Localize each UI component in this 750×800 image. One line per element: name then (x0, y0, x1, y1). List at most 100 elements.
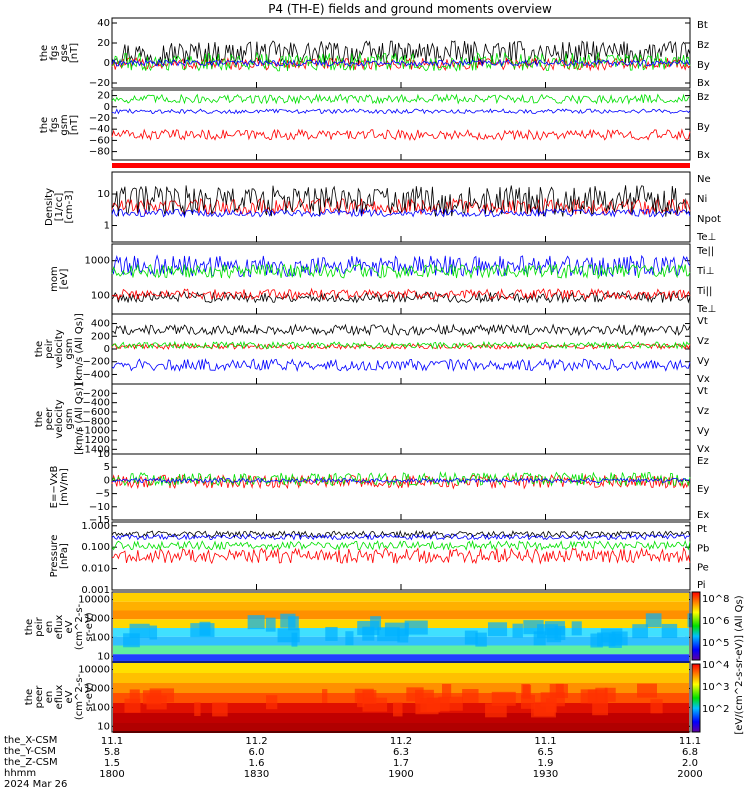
peer-en-eflux-ylabel-0: the (24, 689, 35, 705)
peer-velocity-legend-0: Vt (697, 386, 708, 397)
fgs-gse-legend-0: Bt (697, 20, 708, 31)
peir-en-eflux-cell-21 (325, 626, 338, 641)
fgs-gse-series-3 (111, 58, 691, 68)
peir-velocity-legend-0: Vt (697, 316, 708, 327)
fgs-gse-frame (111, 17, 691, 89)
peir-en-eflux-band-2 (113, 610, 689, 620)
peer-en-eflux-ylabel-4: eV (64, 690, 75, 703)
peer-en-eflux-cell-22 (212, 702, 228, 717)
peer-velocity-ylabel-0: the (34, 411, 45, 427)
peir-en-eflux-ylabel-5: (cm^2-s- (74, 603, 85, 650)
peir-en-eflux-cell-19 (265, 617, 276, 632)
peer-en-eflux-yticklabel-1: 1000 (85, 683, 110, 694)
peer-velocity-legend-1: Vz (697, 406, 709, 417)
peer-en-eflux-band-6 (113, 723, 689, 733)
efield-ylabel-1: [mV/m] (59, 468, 70, 506)
fgs-gsm-yticklabel-1: 0 (104, 102, 110, 113)
density-series-0 (111, 197, 691, 216)
peer-en-eflux-ylabel-5: (cm^2-s- (74, 673, 85, 720)
fgs-gsm-ylabel-3: [nT] (69, 115, 80, 135)
fgs-gsm-legend-2: Bx (697, 150, 710, 161)
peer-en-eflux-cell-20 (393, 702, 403, 717)
temperature-ylabel-1: [eV] (59, 269, 70, 290)
peer-velocity-legend-3: Vx (697, 444, 710, 455)
peir-en-eflux-ylabel-3: eflux (54, 615, 65, 640)
peir-velocity-frame (111, 313, 691, 385)
xaxis-value-2-0: 1.5 (104, 758, 120, 769)
peer-en-eflux-cell-4 (595, 687, 608, 702)
xaxis-value-1-3: 6.5 (538, 747, 554, 758)
colorbar-tick-5: 10^2 (702, 704, 729, 715)
efield-legend-2: Ex (697, 510, 709, 521)
pressure-legend-2: Pe (697, 563, 709, 574)
mode-bar (112, 163, 690, 168)
fgs-gse-legend-2: By (697, 60, 710, 71)
peer-en-eflux-yticklabel-0: 10000 (78, 665, 110, 676)
peir-velocity-series-1 (111, 342, 691, 351)
efield-yticklabel-2: 0 (104, 475, 110, 486)
pressure-yticklabel-0: 1.000 (81, 521, 110, 532)
xaxis-value-2-4: 2.0 (682, 758, 698, 769)
xaxis-value-1-4: 6.8 (682, 747, 698, 758)
density-series-1 (111, 185, 691, 217)
peir-velocity-legend-2: Vy (697, 356, 710, 367)
efield-yticklabel-0: 10 (97, 449, 110, 460)
temperature-legend-1: Ti⊥ (696, 266, 714, 277)
peir-velocity-ylabel-2: velocity (54, 329, 65, 368)
efield-yticklabel-4: −10 (89, 502, 110, 513)
xaxis-label-y: the_Y-CSM (4, 746, 56, 757)
peer-velocity-yticklabel-0: −200 (83, 388, 110, 399)
temperature-legend-3: Te⊥ (696, 304, 716, 315)
peir-en-eflux-cell-14 (611, 631, 628, 646)
peir-en-eflux-cell-6 (149, 625, 158, 640)
xaxis-label-x: the_X-CSM (4, 735, 58, 746)
pressure-yticklabel-2: 0.010 (81, 564, 110, 575)
xaxis-value-2-2: 1.7 (393, 758, 409, 769)
peer-en-eflux-cell-13 (194, 702, 201, 717)
peir-velocity-legend-1: Vz (697, 336, 709, 347)
peer-velocity-yticklabel-3: −800 (83, 416, 110, 427)
peir-en-eflux-cell-32 (345, 631, 354, 646)
colorbar-label: [eV/(cm^2-s-sr-eV)] (All Qs) (734, 595, 745, 734)
fgs-gse-legend-1: Bz (697, 40, 709, 51)
density-legend-0: Ne (697, 174, 711, 185)
peir-en-eflux-cell-36 (404, 620, 428, 635)
peir-en-eflux-cell-29 (590, 633, 603, 648)
peer-velocity-yticklabel-4: −1000 (76, 426, 110, 437)
peir-en-eflux-cell-23 (632, 624, 648, 639)
peir-en-eflux-cell-24 (288, 616, 299, 631)
peer-en-eflux-cell-19 (592, 701, 609, 716)
peir-en-eflux-ylabel-0: the (24, 619, 35, 635)
peer-en-eflux-cell-6 (322, 689, 328, 704)
peir-en-eflux-band-1 (113, 601, 689, 611)
fgs-gsm-ylabel-0: the (39, 117, 50, 133)
fgs-gse-ylabel-3: [nT] (69, 43, 80, 63)
fgs-gsm-yticklabel-4: −60 (89, 135, 110, 146)
peir-en-eflux-yticklabel-0: 10000 (78, 595, 110, 606)
peer-en-eflux-ylabel-6: sr-eV) (84, 682, 95, 711)
fgs-gse-yticklabel-1: 20 (97, 38, 110, 49)
xaxis-value-3-3: 1930 (533, 769, 558, 780)
peer-velocity-yticklabel-6: −1400 (76, 444, 110, 455)
colorbar-electron (691, 663, 701, 733)
peer-en-eflux-cell-17 (580, 689, 598, 704)
density-legend-3: Te⊥ (696, 232, 716, 243)
temperature-yticklabel-1: 100 (91, 291, 110, 302)
figure-date: 2024 Mar 26 (4, 779, 68, 790)
peir-en-eflux-cell-38 (571, 621, 582, 636)
peir-en-eflux-cell-26 (645, 613, 662, 628)
peer-velocity-frame (111, 383, 691, 455)
peir-velocity-yticklabel-4: −400 (83, 369, 110, 380)
pressure-series-3 (111, 533, 691, 541)
colorbar-tick-1: 10^6 (702, 616, 729, 627)
fgs-gse-series-0 (111, 40, 691, 66)
peer-en-eflux-band-2 (113, 683, 689, 693)
peir-en-eflux-cell-39 (123, 633, 140, 648)
peer-en-eflux-cell-26 (650, 699, 663, 714)
peer-en-eflux-ylabel-1: peer (34, 685, 45, 709)
peer-velocity-yticklabel-5: −1200 (76, 435, 110, 446)
fgs-gsm-series-2 (111, 108, 691, 115)
efield-ylabel-0: E=−VxB (49, 466, 60, 509)
peer-velocity-ylabel-2: velocity (54, 399, 65, 438)
